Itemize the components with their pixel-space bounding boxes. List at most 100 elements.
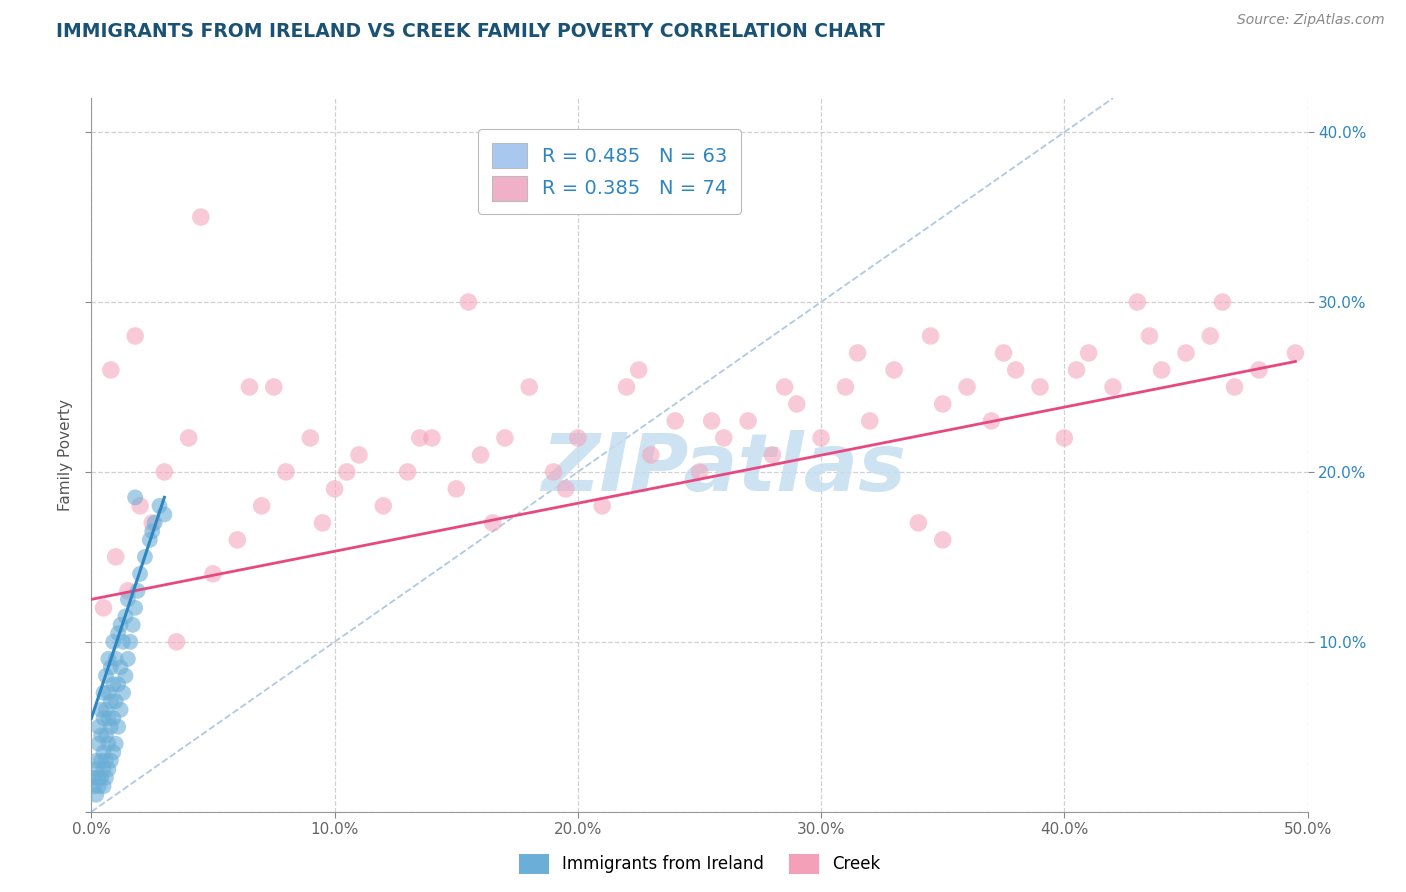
Point	[124, 600, 146, 615]
Point	[104, 737, 127, 751]
Point	[103, 745, 125, 759]
Point	[1102, 380, 1125, 394]
Point	[94, 669, 117, 683]
Point	[107, 720, 129, 734]
Point	[396, 465, 419, 479]
Point	[494, 431, 516, 445]
Point	[920, 329, 942, 343]
Point	[141, 516, 163, 530]
Point	[94, 703, 117, 717]
Point	[1139, 329, 1161, 343]
Point	[153, 465, 176, 479]
Point	[110, 617, 132, 632]
Point	[166, 635, 188, 649]
Point	[931, 397, 953, 411]
Point	[84, 788, 107, 802]
Point	[110, 703, 132, 717]
Y-axis label: Family Poverty: Family Poverty	[58, 399, 73, 511]
Point	[713, 431, 735, 445]
Point	[97, 762, 120, 776]
Point	[134, 549, 156, 564]
Point	[153, 508, 176, 522]
Point	[111, 686, 134, 700]
Point	[104, 694, 127, 708]
Point	[627, 363, 650, 377]
Point	[409, 431, 432, 445]
Point	[117, 583, 139, 598]
Point	[457, 295, 479, 310]
Point	[373, 499, 395, 513]
Point	[129, 566, 152, 581]
Point	[93, 711, 115, 725]
Point	[97, 711, 120, 725]
Point	[1004, 363, 1026, 377]
Point	[104, 652, 127, 666]
Point	[737, 414, 759, 428]
Point	[93, 762, 115, 776]
Point	[931, 533, 953, 547]
Point	[114, 669, 136, 683]
Point	[107, 677, 129, 691]
Point	[97, 652, 120, 666]
Point	[100, 754, 122, 768]
Point	[103, 711, 125, 725]
Point	[980, 414, 1002, 428]
Point	[104, 549, 127, 564]
Point	[1126, 295, 1149, 310]
Point	[90, 771, 112, 785]
Point	[1077, 346, 1099, 360]
Point	[87, 720, 110, 734]
Point	[554, 482, 576, 496]
Point	[97, 686, 120, 700]
Point	[238, 380, 260, 394]
Point	[786, 397, 808, 411]
Point	[481, 516, 503, 530]
Point	[84, 754, 107, 768]
Point	[1053, 431, 1076, 445]
Point	[664, 414, 686, 428]
Point	[202, 566, 225, 581]
Text: IMMIGRANTS FROM IRELAND VS CREEK FAMILY POVERTY CORRELATION CHART: IMMIGRANTS FROM IRELAND VS CREEK FAMILY …	[56, 22, 884, 41]
Legend: Immigrants from Ireland, Creek: Immigrants from Ireland, Creek	[510, 846, 889, 882]
Point	[1247, 363, 1270, 377]
Point	[700, 414, 723, 428]
Point	[420, 431, 443, 445]
Point	[517, 380, 540, 394]
Point	[444, 482, 467, 496]
Point	[93, 745, 115, 759]
Point	[226, 533, 249, 547]
Point	[1199, 329, 1222, 343]
Point	[1066, 363, 1088, 377]
Point	[190, 210, 212, 224]
Point	[90, 754, 112, 768]
Point	[143, 516, 166, 530]
Point	[470, 448, 492, 462]
Point	[761, 448, 783, 462]
Point	[93, 686, 115, 700]
Point	[103, 635, 125, 649]
Point	[640, 448, 662, 462]
Point	[567, 431, 589, 445]
Point	[97, 737, 120, 751]
Point	[117, 652, 139, 666]
Point	[127, 583, 149, 598]
Point	[103, 677, 125, 691]
Point	[120, 635, 142, 649]
Point	[616, 380, 638, 394]
Point	[956, 380, 979, 394]
Point	[87, 737, 110, 751]
Point	[111, 635, 134, 649]
Point	[846, 346, 869, 360]
Point	[100, 363, 122, 377]
Point	[311, 516, 333, 530]
Point	[141, 524, 163, 539]
Point	[810, 431, 832, 445]
Point	[90, 703, 112, 717]
Point	[1029, 380, 1052, 394]
Point	[94, 771, 117, 785]
Point	[100, 660, 122, 674]
Point	[100, 720, 122, 734]
Point	[263, 380, 285, 394]
Point	[543, 465, 565, 479]
Point	[688, 465, 710, 479]
